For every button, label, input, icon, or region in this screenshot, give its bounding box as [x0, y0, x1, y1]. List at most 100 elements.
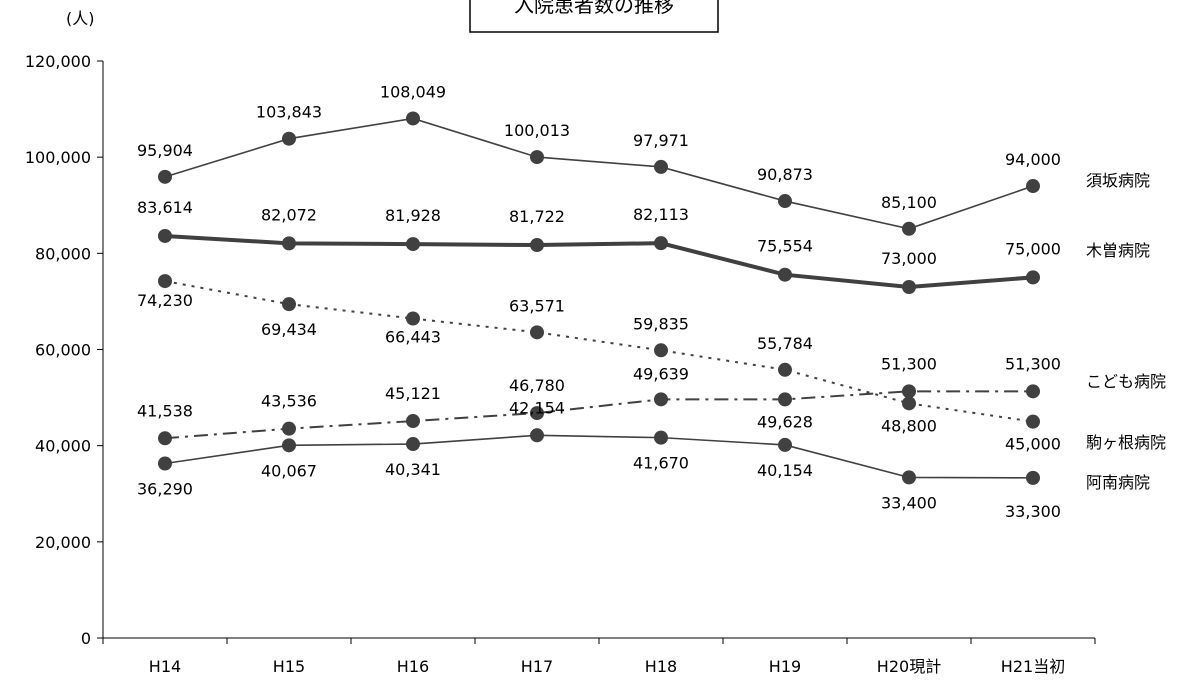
x-tick-label: H20現計 [877, 657, 941, 676]
x-tick-label: H16 [397, 657, 429, 676]
data-label: 43,536 [261, 392, 317, 411]
data-label: 40,154 [757, 461, 813, 480]
data-label: 103,843 [256, 103, 322, 122]
data-point [282, 236, 296, 251]
data-label: 83,614 [137, 198, 193, 217]
data-label: 49,628 [757, 412, 813, 431]
data-label: 82,072 [261, 205, 317, 224]
chart-title: 入院患者数の推移 [514, 0, 674, 17]
data-point [406, 111, 420, 126]
data-label: 51,300 [1005, 354, 1061, 373]
data-point [282, 438, 296, 453]
series-name-label: こども病院 [1086, 372, 1166, 391]
data-label: 48,800 [881, 416, 937, 435]
data-point [530, 238, 544, 253]
data-point [778, 362, 792, 377]
data-point [158, 228, 172, 243]
y-tick-label: 100,000 [25, 148, 91, 167]
x-tick-label: H21当初 [1001, 657, 1065, 676]
data-point [902, 221, 916, 236]
y-tick-label: 120,000 [25, 52, 91, 71]
data-label: 94,000 [1005, 150, 1061, 169]
data-point [406, 437, 420, 452]
series-name-label: 阿南病院 [1086, 473, 1150, 492]
y-tick-label: 60,000 [35, 341, 91, 360]
data-point [1026, 470, 1040, 485]
data-label: 33,300 [1005, 502, 1061, 521]
data-label: 85,100 [881, 193, 937, 212]
data-label: 41,670 [633, 454, 689, 473]
data-label: 81,722 [509, 207, 565, 226]
data-label: 63,571 [509, 296, 565, 315]
data-point [530, 150, 544, 165]
data-point [654, 343, 668, 358]
x-tick-label: H19 [769, 657, 801, 676]
data-point [406, 414, 420, 429]
data-label: 36,290 [137, 480, 193, 499]
data-label: 40,341 [385, 460, 441, 479]
chart-title-box: 入院患者数の推移 [469, 0, 719, 33]
data-label: 95,904 [137, 141, 193, 160]
data-point [282, 297, 296, 312]
data-point [530, 406, 544, 421]
data-label: 90,873 [757, 165, 813, 184]
y-tick-label: 0 [81, 629, 91, 648]
data-label: 100,013 [504, 121, 570, 140]
series-name-label: 駒ヶ根病院 [1086, 433, 1166, 452]
x-tick-label: H15 [273, 657, 305, 676]
y-tick-label: 40,000 [35, 437, 91, 456]
data-label: 66,443 [385, 328, 441, 347]
data-label: 75,554 [757, 237, 813, 256]
data-label: 59,835 [633, 314, 689, 333]
data-point [654, 392, 668, 407]
data-label: 45,121 [385, 384, 441, 403]
y-tick-label: 80,000 [35, 244, 91, 263]
data-label: 81,928 [385, 206, 441, 225]
data-label: 45,000 [1005, 435, 1061, 454]
series-name-label: 木曽病院 [1086, 241, 1150, 260]
data-point [654, 159, 668, 174]
x-tick-label: H17 [521, 657, 553, 676]
data-point [654, 236, 668, 251]
data-label: 82,113 [633, 205, 689, 224]
data-label: 49,639 [633, 364, 689, 383]
data-point [1026, 414, 1040, 429]
data-label: 75,000 [1005, 239, 1061, 258]
data-point [1026, 179, 1040, 194]
data-point [902, 396, 916, 411]
data-label: 73,000 [881, 249, 937, 268]
data-point [778, 437, 792, 452]
series-line [164, 390, 1033, 440]
data-point [902, 384, 916, 399]
data-label: 42,154 [509, 398, 565, 417]
data-point [158, 274, 172, 289]
data-label: 97,971 [633, 131, 689, 150]
series-line [164, 117, 1034, 230]
data-point [530, 325, 544, 340]
data-label: 33,400 [881, 493, 937, 512]
data-label: 74,230 [137, 291, 193, 310]
series-line [164, 434, 1034, 479]
data-label: 46,780 [509, 376, 565, 395]
series-line [164, 280, 1034, 423]
data-point [778, 392, 792, 407]
y-axis-unit-label: (人) [66, 9, 95, 28]
x-tick-label: H18 [645, 657, 677, 676]
data-point [778, 194, 792, 209]
data-label: 40,067 [261, 461, 317, 480]
data-point [282, 131, 296, 146]
data-point [158, 431, 172, 446]
series-line [164, 233, 1034, 289]
axes: 0 20,000 40,000 60,000 80,000 100,000 120,000 H… [25, 52, 1096, 676]
y-tick-label: 20,000 [35, 533, 91, 552]
x-tick-label: H14 [149, 657, 181, 676]
series-name-label: 須坂病院 [1086, 171, 1150, 190]
data-labels-layer: 95,904 103,843 108,049 100,013 97,971 90,873 8… [137, 82, 1166, 520]
data-point [654, 430, 668, 445]
data-label: 41,538 [137, 401, 193, 420]
data-point [902, 279, 916, 294]
data-label: 108,049 [380, 82, 446, 101]
data-point [406, 237, 420, 252]
data-point [902, 470, 916, 485]
